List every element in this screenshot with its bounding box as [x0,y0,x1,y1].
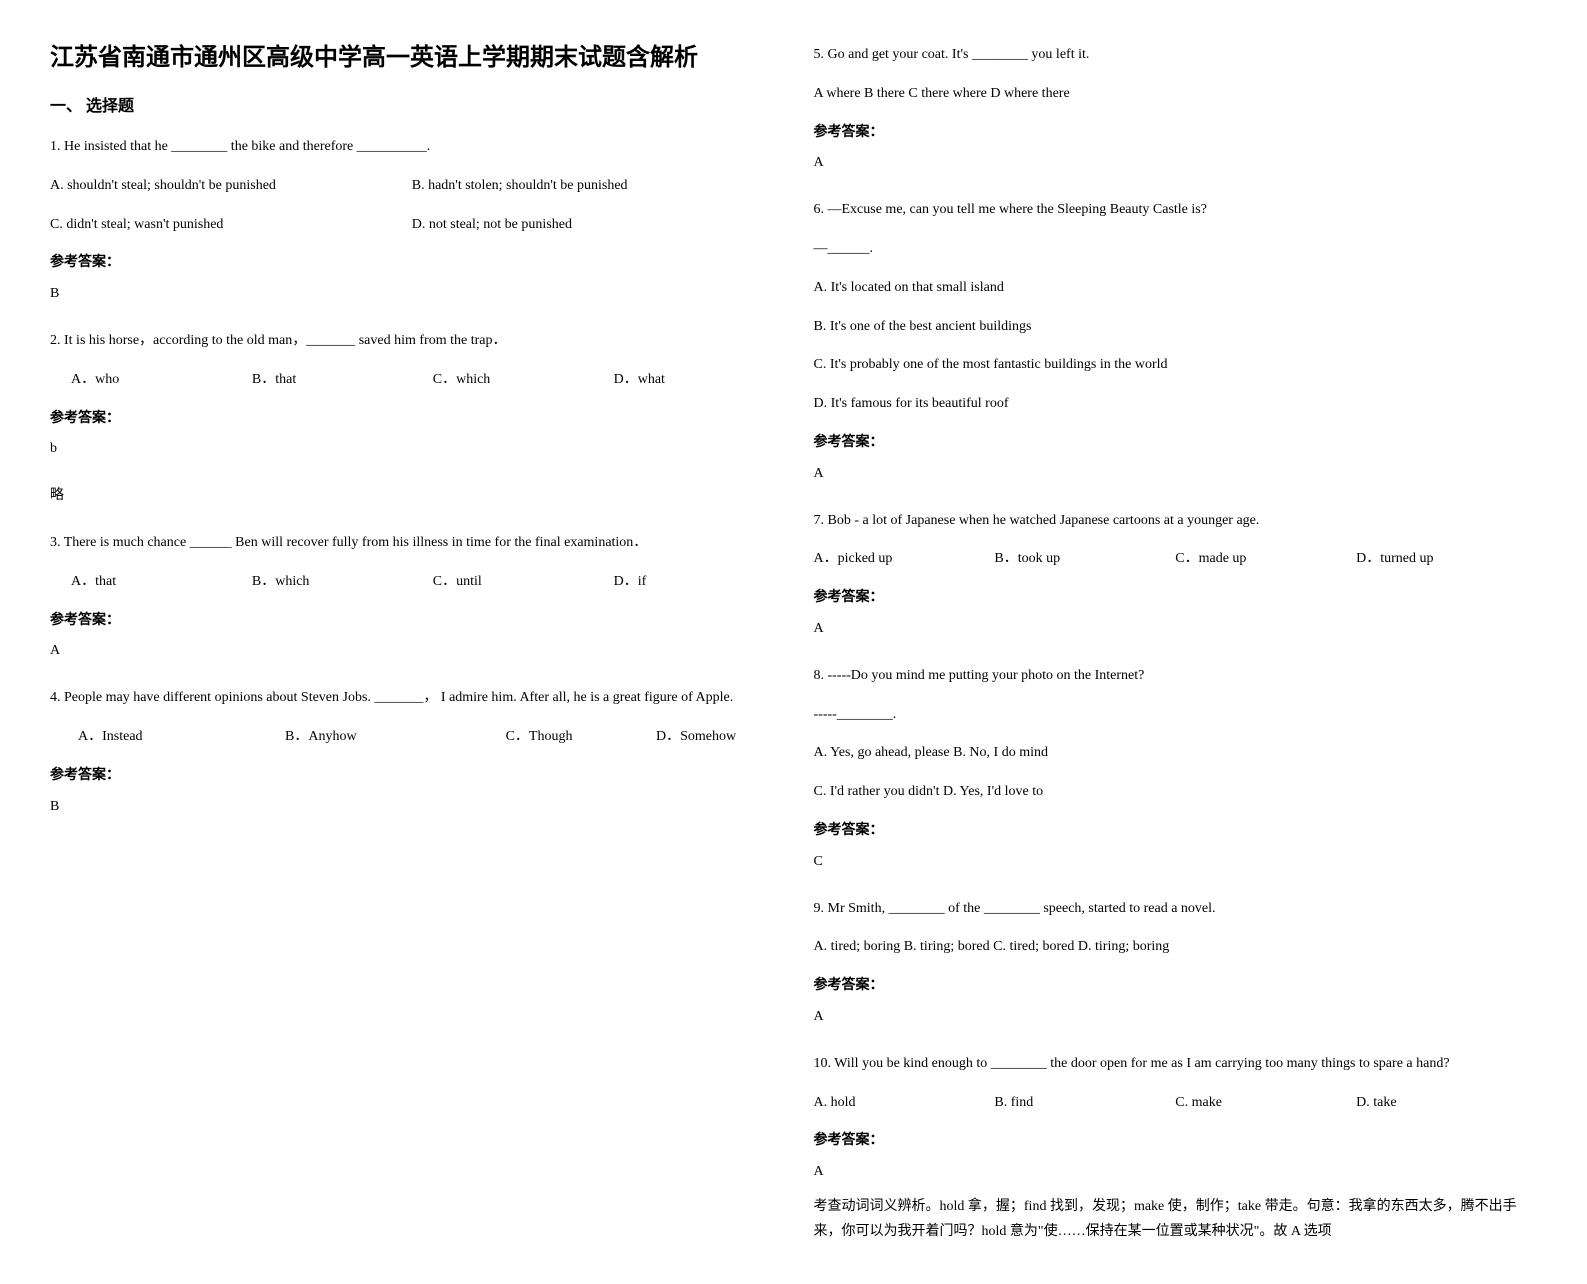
left-column: 江苏省南通市通州区高级中学高一英语上学期期末试题含解析 一、 选择题 1. He… [50,40,774,1244]
q7-answer: A [814,614,1538,645]
q8-opt-cd: C. I'd rather you didn't D. Yes, I'd lov… [814,777,1538,808]
q7-opt-d: D．turned up [1356,544,1537,575]
question-1-options-2: C. didn't steal; wasn't punished D. not … [50,210,774,241]
q2-opt-c: C．which [412,365,593,396]
answer-label: 参考答案： [50,404,774,435]
q7-opt-a: A．picked up [814,544,995,575]
q4-opt-d: D．Somehow [656,722,736,753]
q2-opt-b: B．that [231,365,412,396]
q4-opt-a: A．Instead [50,722,282,753]
answer-label: 参考答案： [814,118,1538,149]
q1-opt-d: D. not steal; not be punished [412,210,774,241]
question-2-text: 2. It is his horse，according to the old … [50,326,774,357]
question-3-options: A．that B．which C．until D．if [50,567,774,598]
question-7-options: A．picked up B．took up C．made up D．turned… [814,544,1538,575]
q2-opt-a: A．who [50,365,231,396]
q7-opt-b: B．took up [994,544,1175,575]
q3-opt-a: A．that [50,567,231,598]
right-column: 5. Go and get your coat. It's ________ y… [814,40,1538,1244]
answer-label: 参考答案： [814,583,1538,614]
q1-opt-c: C. didn't steal; wasn't punished [50,210,412,241]
q6-opt-a: A. It's located on that small island [814,273,1538,304]
q10-opt-d: D. take [1356,1088,1537,1119]
q5-answer: A [814,148,1538,179]
question-2-options: A．who B．that C．which D．what [50,365,774,396]
q1-opt-b: B. hadn't stolen; shouldn't be punished [412,171,774,202]
q1-opt-a: A. shouldn't steal; shouldn't be punishe… [50,171,412,202]
q6-opt-b: B. It's one of the best ancient building… [814,312,1538,343]
q10-opt-a: A. hold [814,1088,995,1119]
q2-note: 略 [50,481,774,512]
question-7-text: 7. Bob - a lot of Japanese when he watch… [814,506,1538,537]
q3-answer: A [50,636,774,667]
question-5-options: A where B there C there where D where th… [814,79,1538,110]
answer-label: 参考答案： [50,606,774,637]
page-title: 江苏省南通市通州区高级中学高一英语上学期期末试题含解析 [50,40,774,76]
section-header: 一、 选择题 [50,92,774,116]
q6-answer: A [814,459,1538,490]
q6-opt-d: D. It's famous for its beautiful roof [814,389,1538,420]
q4-opt-c: C．Though [506,722,573,753]
answer-label: 参考答案： [814,971,1538,1002]
question-9-text: 9. Mr Smith, ________ of the ________ sp… [814,894,1538,925]
question-10-text: 10. Will you be kind enough to ________ … [814,1049,1538,1080]
question-9-options: A. tired; boring B. tiring; bored C. tir… [814,932,1538,963]
answer-label: 参考答案： [50,761,774,792]
answer-label: 参考答案： [814,816,1538,847]
q9-answer: A [814,1002,1538,1033]
q4-opt-b: B．Anyhow [285,722,502,753]
answer-label: 参考答案： [814,428,1538,459]
q10-opt-c: C. make [1175,1088,1356,1119]
q2-opt-d: D．what [593,365,774,396]
q6-opt-c: C. It's probably one of the most fantast… [814,350,1538,381]
question-3-text: 3. There is much chance ______ Ben will … [50,528,774,559]
q4-answer: B [50,792,774,823]
q3-opt-b: B．which [231,567,412,598]
q7-opt-c: C．made up [1175,544,1356,575]
q3-opt-d: D．if [593,567,774,598]
question-1-text: 1. He insisted that he ________ the bike… [50,132,774,163]
answer-label: 参考答案： [50,248,774,279]
q8-answer: C [814,847,1538,878]
question-8-text2: -----________. [814,700,1538,731]
q8-opt-ab: A. Yes, go ahead, please B. No, I do min… [814,738,1538,769]
answer-label: 参考答案： [814,1126,1538,1157]
exam-page: 江苏省南通市通州区高级中学高一英语上学期期末试题含解析 一、 选择题 1. He… [50,40,1537,1244]
question-6-text1: 6. —Excuse me, can you tell me where the… [814,195,1538,226]
q10-answer: A [814,1157,1538,1188]
question-1-options: A. shouldn't steal; shouldn't be punishe… [50,171,774,202]
question-4-options: A．Instead B．Anyhow C．Though D．Somehow [50,722,774,753]
q10-opt-b: B. find [994,1088,1175,1119]
q2-answer: b [50,434,774,465]
question-5-text: 5. Go and get your coat. It's ________ y… [814,40,1538,71]
question-4-text: 4. People may have different opinions ab… [50,683,774,714]
question-8-text1: 8. -----Do you mind me putting your phot… [814,661,1538,692]
q3-opt-c: C．until [412,567,593,598]
q1-answer: B [50,279,774,310]
q10-explain: 考查动词词义辨析。hold 拿，握；find 找到，发现；make 使，制作；t… [814,1194,1538,1244]
question-6-text2: —______. [814,234,1538,265]
question-10-options: A. hold B. find C. make D. take [814,1088,1538,1119]
